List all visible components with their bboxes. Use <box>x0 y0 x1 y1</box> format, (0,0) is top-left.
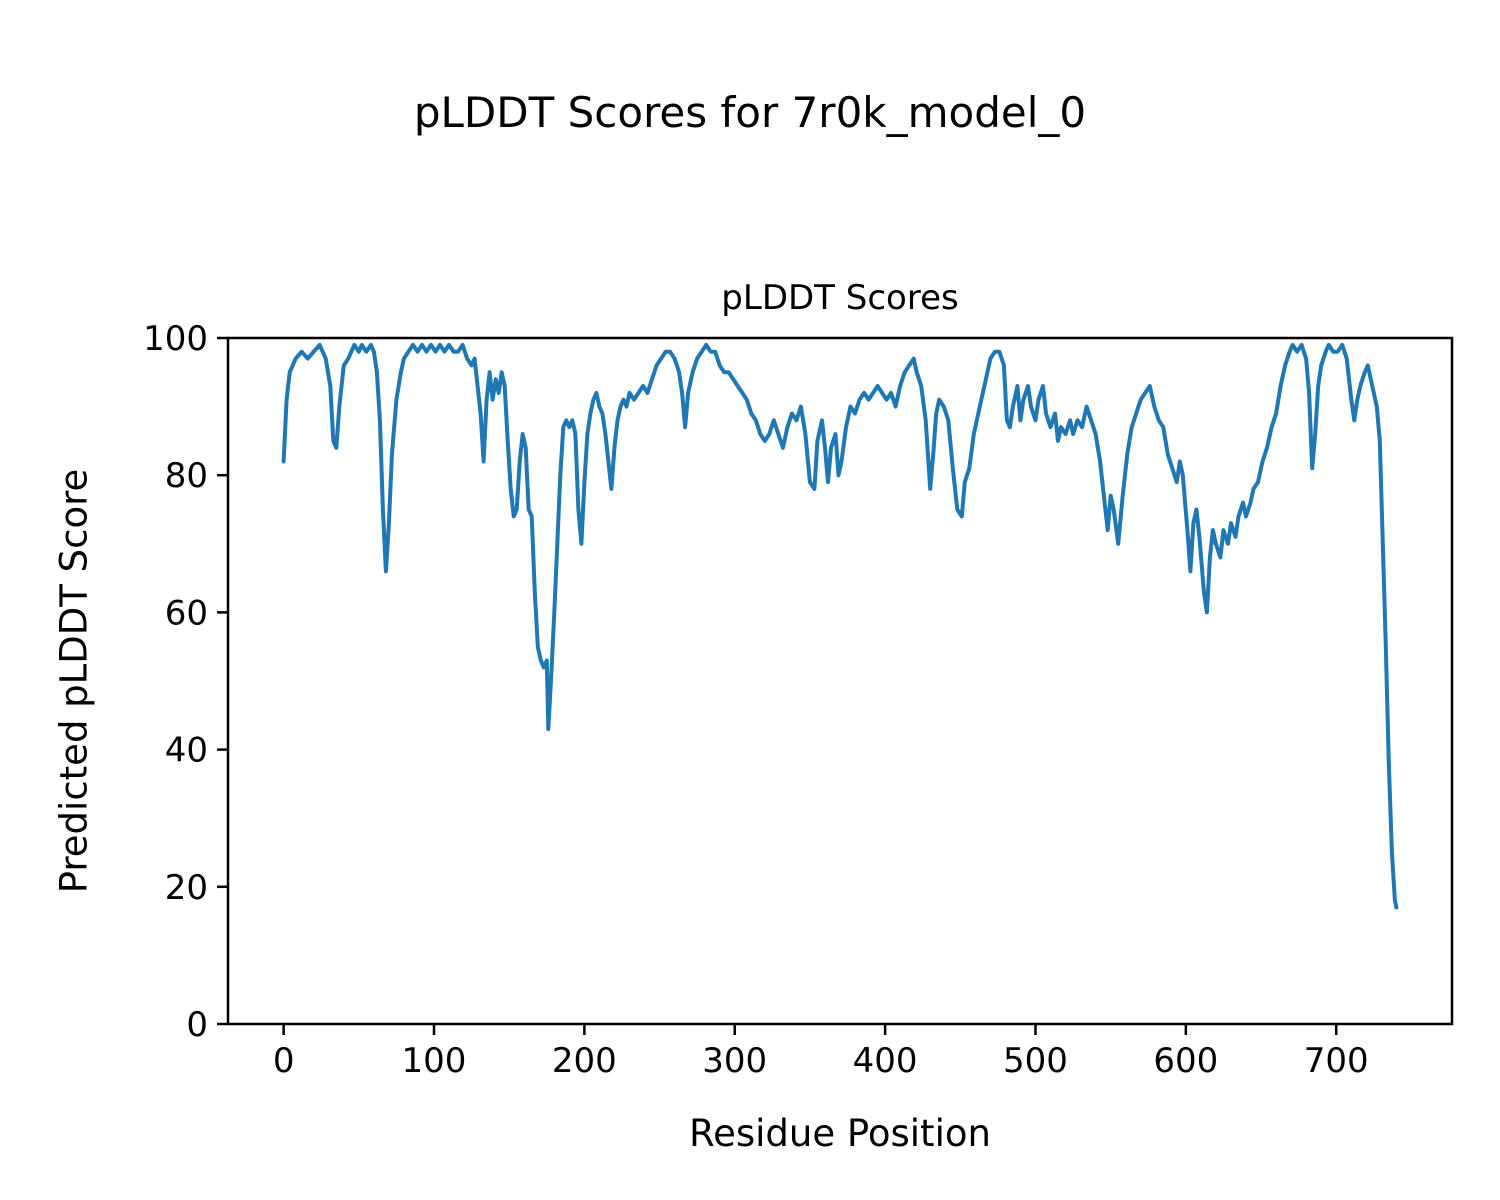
figure-title: pLDDT Scores for 7r0k_model_0 <box>413 88 1087 137</box>
y-tick-label: 60 <box>165 593 208 633</box>
x-tick-label: 500 <box>1003 1041 1068 1081</box>
y-tick-label: 20 <box>165 868 208 908</box>
y-tick-label: 40 <box>165 731 208 771</box>
x-axis-label: Residue Position <box>689 1112 991 1155</box>
y-tick-label: 100 <box>143 319 208 359</box>
x-tick-label: 700 <box>1304 1041 1369 1081</box>
axes-spines <box>226 336 1454 1026</box>
x-tick-label: 200 <box>552 1041 617 1081</box>
x-tick-label: 300 <box>702 1041 767 1081</box>
x-tick-label: 400 <box>853 1041 918 1081</box>
x-tick-label: 0 <box>273 1041 295 1081</box>
y-tick-label: 0 <box>186 1005 208 1045</box>
y-tick-label: 80 <box>165 456 208 496</box>
pLDDT-line-series <box>281 342 1399 910</box>
x-tick-label: 600 <box>1153 1041 1218 1081</box>
x-tick-label: 100 <box>402 1041 467 1081</box>
axes-title: pLDDT Scores <box>721 278 959 318</box>
